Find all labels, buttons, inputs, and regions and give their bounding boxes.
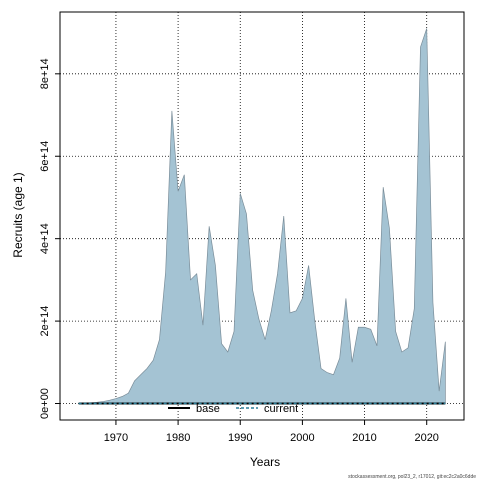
x-axis: 1970 1980 1990 2000 2010 2020 — [104, 420, 439, 444]
y-tick-label: 4e+14 — [39, 223, 51, 254]
x-tick-label: 2010 — [352, 432, 376, 444]
x-tick-label: 1970 — [104, 432, 128, 444]
area-layer — [78, 28, 446, 404]
y-tick-label: 0e+00 — [39, 388, 51, 419]
recruitment-area — [78, 28, 446, 404]
legend-base-label: base — [196, 403, 220, 415]
x-axis-title: Years — [250, 455, 280, 469]
x-tick-label: 1980 — [166, 432, 190, 444]
y-tick-label: 6e+14 — [39, 141, 51, 172]
y-axis: 0e+00 2e+14 4e+14 6e+14 8e+14 — [39, 58, 60, 419]
y-axis-title: Recruits (age 1) — [11, 172, 25, 257]
x-tick-label: 2020 — [414, 432, 438, 444]
y-tick-label: 8e+14 — [39, 58, 51, 89]
x-tick-label: 1990 — [228, 432, 252, 444]
footer-note: stockassessment.org, pol23_2, r17012, gi… — [348, 474, 476, 480]
plot-frame — [59, 11, 465, 421]
y-tick-label: 2e+14 — [39, 306, 51, 337]
legend-current-label: current — [264, 403, 298, 415]
legend: base current — [168, 403, 298, 415]
x-tick-label: 2000 — [290, 432, 314, 444]
